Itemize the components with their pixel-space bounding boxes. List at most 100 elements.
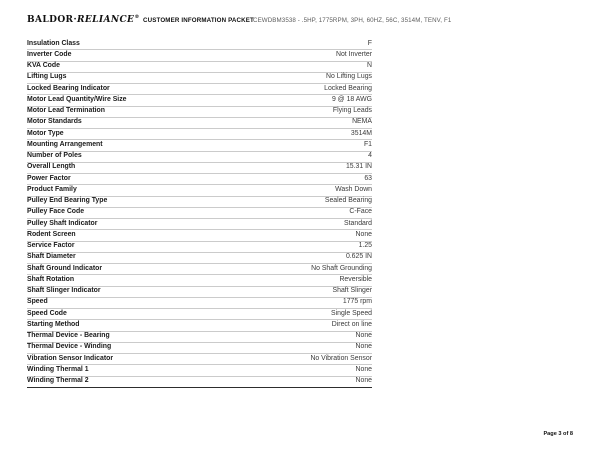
spec-value: NEMA (352, 118, 372, 126)
spec-label: Service Factor (27, 242, 75, 250)
baldor-reliance-logo: BALDOR·RELIANCE® (27, 14, 139, 25)
logo-reliance-text: RELIANCE (77, 15, 135, 25)
spec-label: Shaft Rotation (27, 275, 75, 283)
spec-value: None (355, 230, 372, 238)
spec-value: Not Inverter (336, 50, 372, 58)
table-row: Starting Method Direct on line (27, 320, 372, 332)
table-row: KVA Code N (27, 62, 372, 73)
table-row: Thermal Device - Bearing None (27, 332, 372, 343)
spec-value: Flying Leads (332, 107, 372, 115)
spec-value: 1.25 (358, 242, 372, 250)
spec-label: Motor Lead Termination (27, 107, 105, 115)
spec-label: Thermal Device - Winding (27, 343, 112, 351)
spec-value: 9 @ 18 AWG (331, 95, 372, 103)
spec-label: Number of Poles (27, 152, 82, 160)
spec-label: Motor Lead Quantity/Wire Size (27, 95, 127, 103)
spec-value: 1775 rpm (342, 298, 372, 306)
spec-label: Locked Bearing Indicator (27, 84, 110, 92)
table-row: Mounting Arrangement F1 (27, 140, 372, 152)
spec-value: None (355, 343, 372, 351)
table-row: Winding Thermal 1 None (27, 365, 372, 377)
spec-value: None (355, 377, 372, 385)
spec-table: Insulation Class F Inverter Code Not Invert… (27, 39, 372, 388)
table-row: Pulley Face Code C-Face (27, 208, 372, 219)
spec-value: Single Speed (331, 309, 372, 317)
spec-value: No Shaft Grounding (311, 264, 372, 272)
spec-label: Vibration Sensor Indicator (27, 354, 114, 362)
table-row: Motor Standards NEMA (27, 118, 372, 129)
spec-value: 0.625 IN (345, 253, 372, 261)
spec-label: Shaft Ground Indicator (27, 264, 103, 272)
spec-label: KVA Code (27, 62, 60, 70)
spec-value: Locked Bearing (324, 84, 372, 92)
spec-label: Thermal Device - Bearing (27, 332, 110, 340)
spec-label: Product Family (27, 185, 77, 193)
spec-label: Speed (27, 298, 48, 306)
spec-value: 15.31 IN (345, 163, 372, 171)
spec-value: Reversible (339, 275, 372, 283)
table-row: Speed Code Single Speed (27, 309, 372, 321)
spec-label: Speed Code (27, 309, 67, 317)
spec-label: Insulation Class (27, 39, 80, 47)
logo-separator: · (73, 15, 77, 25)
spec-value: F (367, 39, 372, 47)
spec-value: No Vibration Sensor (310, 354, 372, 362)
table-row: Pulley Shaft Indicator Standard (27, 219, 372, 231)
table-row: Lifting Lugs No Lifting Lugs (27, 73, 372, 84)
page-header: BALDOR·RELIANCE® CUSTOMER INFORMATION PA… (0, 0, 600, 32)
spec-label: Lifting Lugs (27, 73, 67, 81)
spec-label: Motor Type (27, 129, 64, 137)
spec-label: Pulley Shaft Indicator (27, 219, 98, 227)
table-row: Rodent Screen None (27, 230, 372, 242)
spec-value: 4 (368, 152, 372, 160)
table-row: Winding Thermal 2 None (27, 377, 372, 388)
spec-label: Starting Method (27, 320, 80, 328)
spec-value: 3514M (350, 129, 372, 137)
spec-label: Pulley End Bearing Type (27, 197, 108, 205)
spec-value: Wash Down (335, 185, 372, 193)
table-row: Service Factor 1.25 (27, 242, 372, 253)
table-row: Thermal Device - Winding None (27, 343, 372, 354)
spec-value: N (367, 62, 372, 70)
table-row: Overall Length 15.31 IN (27, 163, 372, 174)
table-row: Vibration Sensor Indicator No Vibration S… (27, 354, 372, 366)
table-row: Pulley End Bearing Type Sealed Bearing (27, 197, 372, 208)
table-row: Speed 1775 rpm (27, 298, 372, 309)
spec-value: Sealed Bearing (324, 197, 372, 205)
spec-label: Motor Standards (27, 118, 82, 126)
spec-value: None (355, 332, 372, 340)
spec-label: Power Factor (27, 174, 71, 182)
table-row: Motor Lead Quantity/Wire Size 9 @ 18 AWG (27, 95, 372, 107)
spec-label: Inverter Code (27, 50, 72, 58)
spec-label: Rodent Screen (27, 230, 76, 238)
spec-label: Shaft Slinger Indicator (27, 287, 101, 295)
spec-value: No Lifting Lugs (326, 73, 372, 81)
table-row: Power Factor 63 (27, 174, 372, 186)
spec-label: Mounting Arrangement (27, 140, 103, 148)
table-row: Product Family Wash Down (27, 185, 372, 197)
table-row: Motor Type 3514M (27, 129, 372, 141)
product-description: CEWDBM3538 - .5HP, 1775RPM, 3PH, 60HZ, 5… (253, 17, 452, 24)
spec-value: 63 (364, 174, 372, 182)
spec-label: Winding Thermal 1 (27, 365, 89, 373)
table-row: Insulation Class F (27, 39, 372, 51)
page-number: Page 3 of 8 (543, 431, 573, 437)
spec-value: None (355, 365, 372, 373)
table-row: Shaft Slinger Indicator Shaft Slinger (27, 287, 372, 298)
spec-label: Pulley Face Code (27, 208, 85, 216)
logo-baldor-text: BALDOR (27, 15, 74, 25)
document-title: CUSTOMER INFORMATION PACKET (143, 17, 254, 24)
spec-value: F1 (363, 140, 372, 148)
spec-label: Overall Length (27, 163, 76, 171)
spec-value: Standard (344, 219, 372, 227)
spec-value: C-Face (349, 208, 372, 216)
spec-label: Shaft Diameter (27, 253, 76, 261)
table-row: Shaft Rotation Reversible (27, 275, 372, 287)
spec-label: Winding Thermal 2 (27, 377, 89, 385)
table-row: Locked Bearing Indicator Locked Bearing (27, 84, 372, 96)
table-row: Inverter Code Not Inverter (27, 50, 372, 62)
logo-trademark: ® (134, 14, 140, 20)
table-row: Shaft Diameter 0.625 IN (27, 253, 372, 264)
spec-value: Shaft Slinger (332, 287, 372, 295)
